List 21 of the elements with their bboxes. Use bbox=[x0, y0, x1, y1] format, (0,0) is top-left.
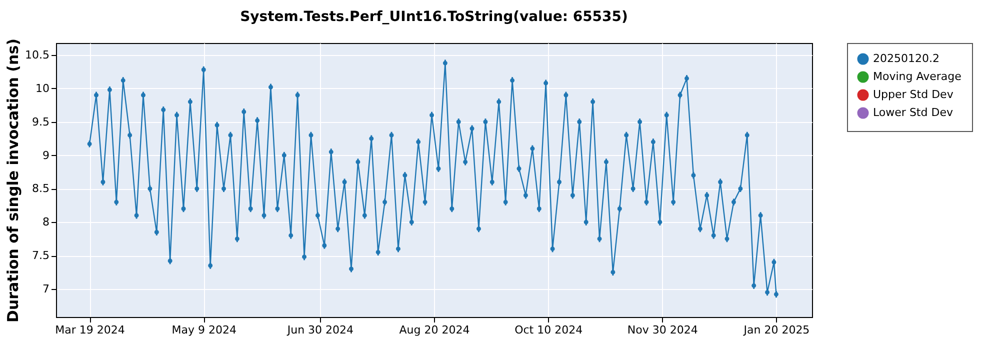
x-tick-label: Jun 30 2024 bbox=[286, 324, 354, 336]
y-tick-label: 7 bbox=[42, 282, 50, 296]
y-tick-label: 10 bbox=[36, 82, 50, 95]
y-tick-label: 7.5 bbox=[32, 249, 50, 262]
x-tick-label: Aug 20 2024 bbox=[399, 324, 470, 336]
x-tick-label: May 9 2024 bbox=[172, 324, 236, 336]
legend-label: Moving Average bbox=[873, 70, 962, 83]
legend-label: Lower Std Dev bbox=[873, 106, 954, 119]
y-axis-title: Duration of single invocation (ns) bbox=[4, 38, 22, 322]
y-tick-label: 9.5 bbox=[32, 115, 50, 128]
x-tick-label: Jan 20 2025 bbox=[742, 324, 810, 336]
legend-label: Upper Std Dev bbox=[873, 88, 954, 101]
y-tick-label: 10.5 bbox=[25, 48, 50, 62]
legend-label: 20250120.2 bbox=[873, 52, 940, 65]
y-tick-label: 8.5 bbox=[32, 182, 50, 196]
chart-title: System.Tests.Perf_UInt16.ToString(value: 65535) bbox=[240, 9, 628, 25]
x-tick-label: Oct 10 2024 bbox=[514, 324, 583, 336]
y-tick-label: 9 bbox=[42, 148, 50, 162]
x-tick-label: Mar 19 2024 bbox=[55, 324, 125, 336]
x-tick-label: Nov 30 2024 bbox=[627, 324, 698, 336]
y-tick-label: 8 bbox=[42, 216, 50, 229]
